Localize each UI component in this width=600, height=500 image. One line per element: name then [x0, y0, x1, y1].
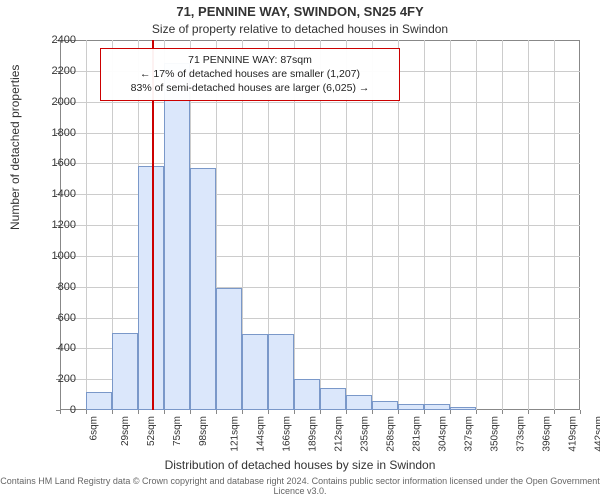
histogram-bar	[450, 407, 476, 410]
x-tick-label: 281sqm	[412, 416, 423, 452]
y-tick-label: 600	[36, 312, 76, 324]
chart-title-main: 71, PENNINE WAY, SWINDON, SN25 4FY	[0, 4, 600, 19]
callout-line: ← 17% of detached houses are smaller (1,…	[107, 67, 393, 81]
chart-title-sub: Size of property relative to detached ho…	[0, 22, 600, 36]
y-tick-label: 2000	[36, 96, 76, 108]
callout-box: 71 PENNINE WAY: 87sqm← 17% of detached h…	[100, 48, 400, 101]
x-tick-label: 235sqm	[360, 416, 371, 452]
y-tick-label: 1600	[36, 157, 76, 169]
x-tick-label: 350sqm	[490, 416, 501, 452]
histogram-bar	[164, 63, 190, 410]
x-tick-label: 29sqm	[120, 416, 131, 446]
histogram-bar	[268, 334, 294, 410]
x-tick-label: 419sqm	[568, 416, 579, 452]
y-tick-label: 1200	[36, 219, 76, 231]
x-tick-label: 121sqm	[230, 416, 241, 452]
x-tick-label: 52sqm	[146, 416, 157, 446]
x-tick-label: 442sqm	[594, 416, 600, 452]
x-tick-label: 75sqm	[172, 416, 183, 446]
y-tick-label: 1400	[36, 188, 76, 200]
x-tick-label: 327sqm	[464, 416, 475, 452]
y-tick-label: 200	[36, 373, 76, 385]
y-tick-label: 0	[36, 404, 76, 416]
histogram-bar	[424, 404, 450, 410]
histogram-bar	[112, 333, 138, 410]
x-tick-label: 144sqm	[256, 416, 267, 452]
x-tick-label: 189sqm	[308, 416, 319, 452]
y-tick-label: 800	[36, 281, 76, 293]
x-tick-label: 258sqm	[386, 416, 397, 452]
histogram-bar	[216, 288, 242, 410]
y-tick-label: 1000	[36, 250, 76, 262]
y-tick-label: 400	[36, 342, 76, 354]
histogram-bar	[398, 404, 424, 410]
x-tick-label: 212sqm	[334, 416, 345, 452]
x-tick-label: 6sqm	[88, 416, 99, 440]
callout-line: 83% of semi-detached houses are larger (…	[107, 81, 393, 95]
y-tick-label: 1800	[36, 127, 76, 139]
histogram-bar	[294, 379, 320, 410]
x-tick-label: 98sqm	[198, 416, 209, 446]
histogram-bar	[190, 168, 216, 410]
x-tick-label: 373sqm	[516, 416, 527, 452]
histogram-bar	[86, 392, 112, 411]
x-tick-label: 166sqm	[282, 416, 293, 452]
x-tick-label: 396sqm	[542, 416, 553, 452]
y-tick-label: 2400	[36, 34, 76, 46]
histogram-bar	[242, 334, 268, 410]
x-tick-label: 304sqm	[438, 416, 449, 452]
attribution-text: Contains HM Land Registry data © Crown c…	[0, 476, 600, 496]
y-axis-label: Number of detached properties	[8, 65, 22, 230]
histogram-bar	[346, 395, 372, 410]
y-tick-label: 2200	[36, 65, 76, 77]
chart-container: 71, PENNINE WAY, SWINDON, SN25 4FY Size …	[0, 0, 600, 500]
x-axis-label: Distribution of detached houses by size …	[0, 458, 600, 472]
histogram-bar	[320, 388, 346, 410]
histogram-bar	[372, 401, 398, 410]
callout-line: 71 PENNINE WAY: 87sqm	[107, 53, 393, 67]
